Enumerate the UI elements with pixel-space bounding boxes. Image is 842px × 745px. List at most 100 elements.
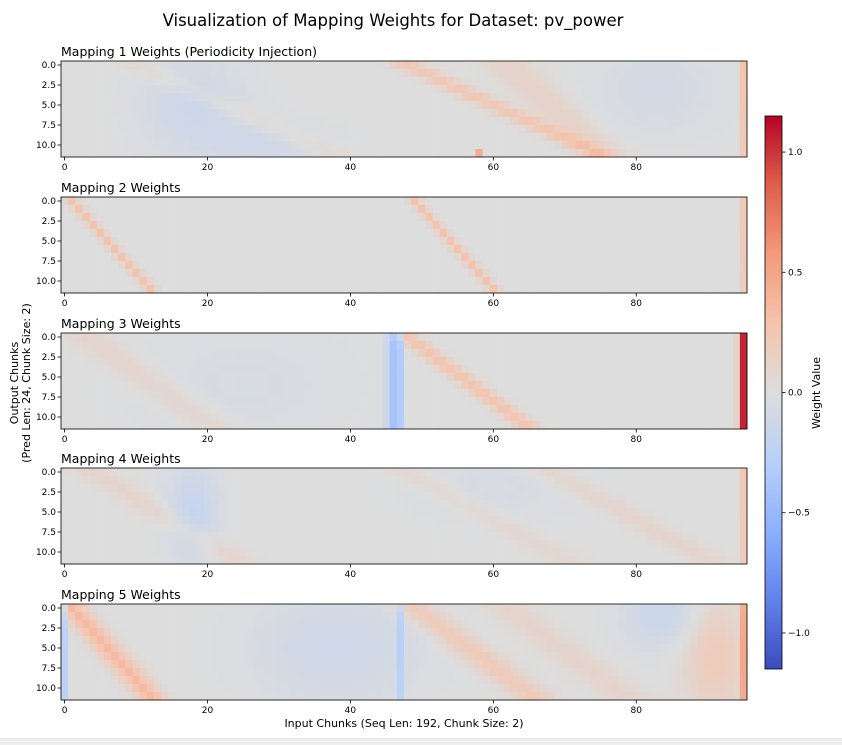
heatmap-cell (325, 285, 333, 294)
heatmap-cell (225, 373, 233, 382)
heatmap-cell (596, 221, 605, 230)
heatmap-cell (339, 620, 348, 629)
heatmap-cell (282, 468, 291, 477)
heatmap-cell (696, 333, 705, 342)
heatmap-cell (68, 508, 76, 517)
heatmap-cell (675, 245, 684, 254)
heatmap-cell (525, 540, 533, 549)
heatmap-cell (739, 269, 748, 278)
heatmap-cell (632, 500, 641, 509)
heatmap-cell (296, 253, 305, 262)
heatmap-cell (711, 373, 719, 382)
heatmap-cell (589, 77, 598, 86)
heatmap-cell (446, 93, 455, 102)
heatmap-cell (103, 269, 112, 278)
heatmap-cell (303, 213, 312, 222)
heatmap-cell (168, 125, 176, 134)
heatmap-cell (203, 508, 212, 517)
heatmap-cell (568, 237, 576, 246)
heatmap-cell (125, 492, 133, 501)
heatmap-cell (589, 500, 598, 509)
heatmap-cell (132, 253, 140, 262)
heatmap-cell (111, 85, 119, 94)
heatmap-cell (339, 556, 348, 565)
heatmap-cell (718, 221, 726, 230)
heatmap-cell (96, 125, 105, 134)
heatmap-cell (232, 604, 240, 613)
heatmap-cell (232, 213, 240, 222)
heatmap-cell (275, 476, 283, 485)
heatmap-cell (196, 261, 205, 270)
heatmap-cell (132, 500, 140, 509)
heatmap-cell (82, 245, 90, 254)
heatmap-cell (496, 500, 505, 509)
heatmap-cell (253, 540, 262, 549)
heatmap-cell (75, 357, 83, 366)
heatmap-cell (139, 508, 148, 517)
heatmap-cell (475, 333, 483, 342)
heatmap-cell (425, 269, 433, 278)
heatmap-cell (339, 381, 348, 390)
heatmap-cell (318, 285, 326, 294)
heatmap-cell (711, 245, 719, 254)
heatmap-cell (318, 556, 326, 565)
heatmap-cell (496, 221, 505, 230)
heatmap-cell (111, 540, 119, 549)
heatmap-cell (454, 421, 462, 430)
heatmap-cell (682, 85, 691, 94)
heatmap-cell (711, 261, 719, 270)
heatmap-cell (332, 373, 341, 382)
heatmap-cell (218, 245, 226, 254)
heatmap-cell (646, 413, 655, 422)
heatmap-cell (689, 341, 698, 350)
heatmap-cell (496, 253, 505, 262)
heatmap-cell (518, 508, 526, 517)
heatmap-cell (318, 69, 326, 78)
heatmap-cell (111, 604, 119, 613)
heatmap-cell (239, 389, 248, 398)
heatmap-cell (368, 620, 376, 629)
heatmap-cell (532, 117, 541, 126)
heatmap-cell (253, 524, 262, 533)
heatmap-cell (475, 381, 483, 390)
heatmap-cell (246, 93, 255, 102)
heatmap-cell (232, 261, 240, 270)
heatmap-cell (625, 556, 634, 565)
heatmap-cell (261, 540, 269, 549)
heatmap-cell (103, 556, 112, 565)
heatmap-cell (482, 604, 491, 613)
heatmap-cell (611, 620, 619, 629)
heatmap-cell (546, 125, 555, 134)
heatmap-cell (389, 500, 398, 509)
heatmap-cell (396, 221, 405, 230)
heatmap-cell (611, 468, 619, 477)
heatmap-cell (618, 61, 626, 70)
heatmap-cell (96, 349, 105, 358)
heatmap-cell (311, 604, 319, 613)
heatmap-cell (89, 69, 98, 78)
heatmap-cell (589, 261, 598, 270)
heatmap-cell (239, 540, 248, 549)
heatmap-cell (582, 540, 591, 549)
heatmap-cell (604, 93, 612, 102)
heatmap-cell (289, 405, 298, 414)
heatmap-cell (511, 101, 519, 110)
heatmap-cell (118, 141, 126, 150)
heatmap-cell (668, 540, 676, 549)
heatmap-cell (389, 468, 398, 477)
heatmap-cell (275, 373, 283, 382)
heatmap-cell (182, 205, 190, 214)
heatmap-cell (389, 141, 398, 150)
heatmap-cell (446, 548, 455, 557)
heatmap-cell (625, 413, 634, 422)
heatmap-cell (554, 85, 562, 94)
heatmap-cell (246, 269, 255, 278)
heatmap-cell (139, 357, 148, 366)
heatmap-cell (404, 213, 412, 222)
heatmap-cell (375, 476, 383, 485)
heatmap-cell (475, 109, 483, 118)
heatmap-cell (668, 604, 676, 613)
heatmap-cell (689, 69, 698, 78)
heatmap-cell (611, 253, 619, 262)
heatmap-cell (725, 237, 734, 246)
